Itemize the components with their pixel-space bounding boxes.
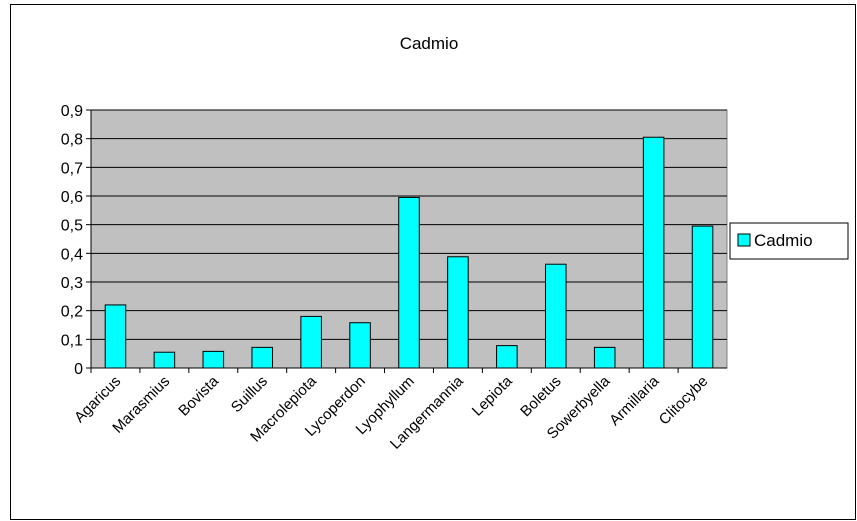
x-tick-label: Bovista (175, 372, 222, 419)
bar-boletus (544, 263, 567, 369)
y-tick-label: 0,9 (61, 103, 83, 120)
bar-armillaria (642, 136, 665, 369)
bar-clitocybe (691, 225, 714, 369)
y-tick-label: 0,6 (61, 189, 83, 206)
y-tick-label: 0,8 (61, 132, 83, 149)
y-tick-label: 0,5 (61, 218, 83, 235)
y-tick-label: 0,3 (61, 275, 83, 292)
y-tick-label: 0,7 (61, 160, 83, 177)
chart-frame: Cadmio 0 0,1 0,2 0,3 0,4 0,5 0,6 0,7 0,8 0,9 Agar… (10, 4, 856, 520)
bar-chart: Cadmio 0 0,1 0,2 0,3 0,4 0,5 0,6 0,7 0,8 0,9 Agar… (61, 34, 849, 453)
legend-label: Cadmio (754, 231, 813, 250)
bar-macrolepiota (300, 315, 322, 369)
bar-sowerbyella (593, 346, 616, 369)
bar-langermannia (447, 256, 469, 369)
bars (104, 136, 714, 369)
legend: Cadmio (729, 222, 849, 260)
bar-lycoperdon (349, 322, 371, 369)
bar-bovista (202, 350, 225, 369)
legend-swatch (737, 233, 751, 247)
y-tick-label: 0,4 (61, 246, 83, 263)
y-tick-label: 0 (74, 361, 83, 378)
bar-suillus (251, 346, 274, 369)
chart-title: Cadmio (400, 34, 459, 53)
x-tick-label: Lepiota (469, 372, 516, 419)
bar-lyophyllum (398, 196, 420, 369)
x-tick-label: Suillus (228, 373, 271, 416)
x-tick-label: Boletus (517, 373, 564, 420)
y-tick-label: 0,1 (61, 332, 83, 349)
y-tick-label: 0,2 (61, 304, 83, 321)
bar-marasmius (153, 351, 176, 369)
bar-agaricus (104, 304, 127, 369)
bar-lepiota (496, 345, 518, 369)
grid-lines (91, 109, 727, 340)
x-tick-label: Armillaria (606, 372, 663, 429)
x-tick-label: Clitocybe (656, 373, 712, 429)
y-axis: 0 0,1 0,2 0,3 0,4 0,5 0,6 0,7 0,8 0,9 (61, 103, 92, 378)
